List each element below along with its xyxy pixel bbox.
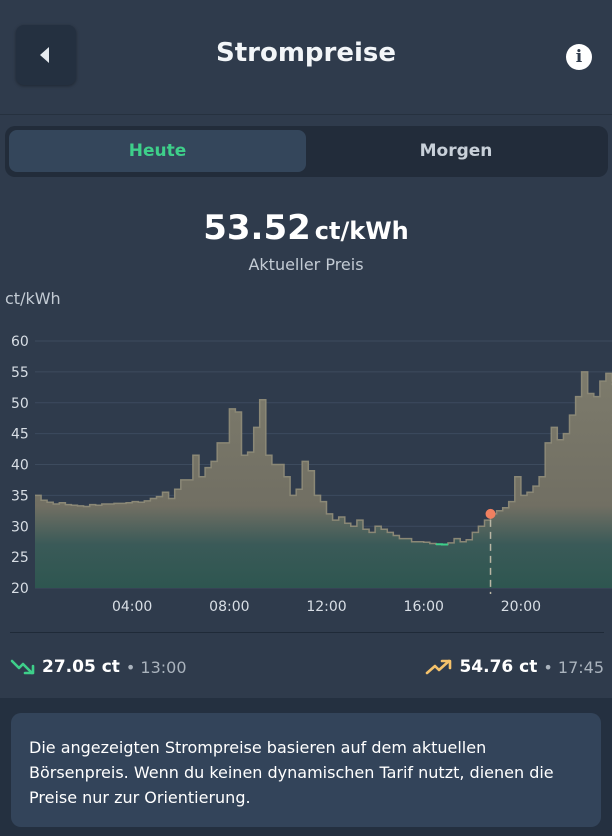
price-chart[interactable]: 60 55 50 45 40 35 30 25 20 04:00 08:00 12:00 16:00 2…	[0, 320, 612, 620]
current-price-unit: ct/kWh	[314, 217, 409, 245]
tab-morgen[interactable]: Morgen	[419, 141, 493, 161]
y-tick-label: 50	[11, 396, 29, 412]
price-area	[35, 371, 612, 588]
current-price-label: Aktueller Preis	[248, 255, 364, 274]
price-line	[35, 371, 612, 546]
current-price: 53.52 ct/kWh	[0, 208, 612, 248]
info-icon[interactable]: i	[566, 44, 592, 70]
y-tick-label: 45	[11, 427, 29, 443]
y-tick-label: 35	[11, 488, 29, 504]
chevron-left-icon	[40, 47, 49, 63]
max-price-stat: 54.76 ct • 17:45	[425, 657, 604, 677]
min-price-value: 27.05 ct	[42, 657, 120, 677]
max-price-value: 54.76 ct	[459, 657, 538, 677]
y-tick-label: 55	[11, 365, 29, 381]
y-tick-label: 20	[11, 581, 29, 597]
page-title: Strompreise	[215, 38, 397, 68]
y-tick-label: 40	[11, 458, 29, 474]
min-price-time: • 13:00	[125, 657, 187, 677]
x-tick-label: 20:00	[501, 599, 541, 615]
x-tick-label: 04:00	[112, 599, 152, 615]
y-tick-label: 30	[11, 519, 29, 535]
current-price-value: 53.52	[203, 208, 311, 248]
x-tick-label: 12:00	[306, 599, 346, 615]
trend-down-icon	[10, 659, 35, 675]
y-tick-label: 25	[11, 550, 29, 566]
day-tabs: Heute Morgen	[5, 126, 608, 177]
price-disclaimer: Die angezeigten Strompreise basieren auf…	[11, 713, 601, 827]
app-header: Strompreise i	[0, 0, 612, 114]
y-tick-label: 60	[11, 334, 29, 350]
max-price-time: • 17:45	[543, 657, 604, 677]
tab-heute[interactable]: Heute	[9, 130, 306, 172]
chart-divider	[10, 632, 604, 633]
chart-y-axis-label: ct/kWh	[5, 289, 61, 308]
header-divider	[0, 114, 612, 115]
x-tick-label: 16:00	[404, 599, 444, 615]
x-tick-label: 08:00	[209, 599, 249, 615]
back-button[interactable]	[16, 25, 76, 85]
min-price-stat: 27.05 ct • 13:00	[10, 657, 187, 677]
trend-up-icon	[426, 659, 452, 675]
current-price-marker	[485, 508, 496, 519]
